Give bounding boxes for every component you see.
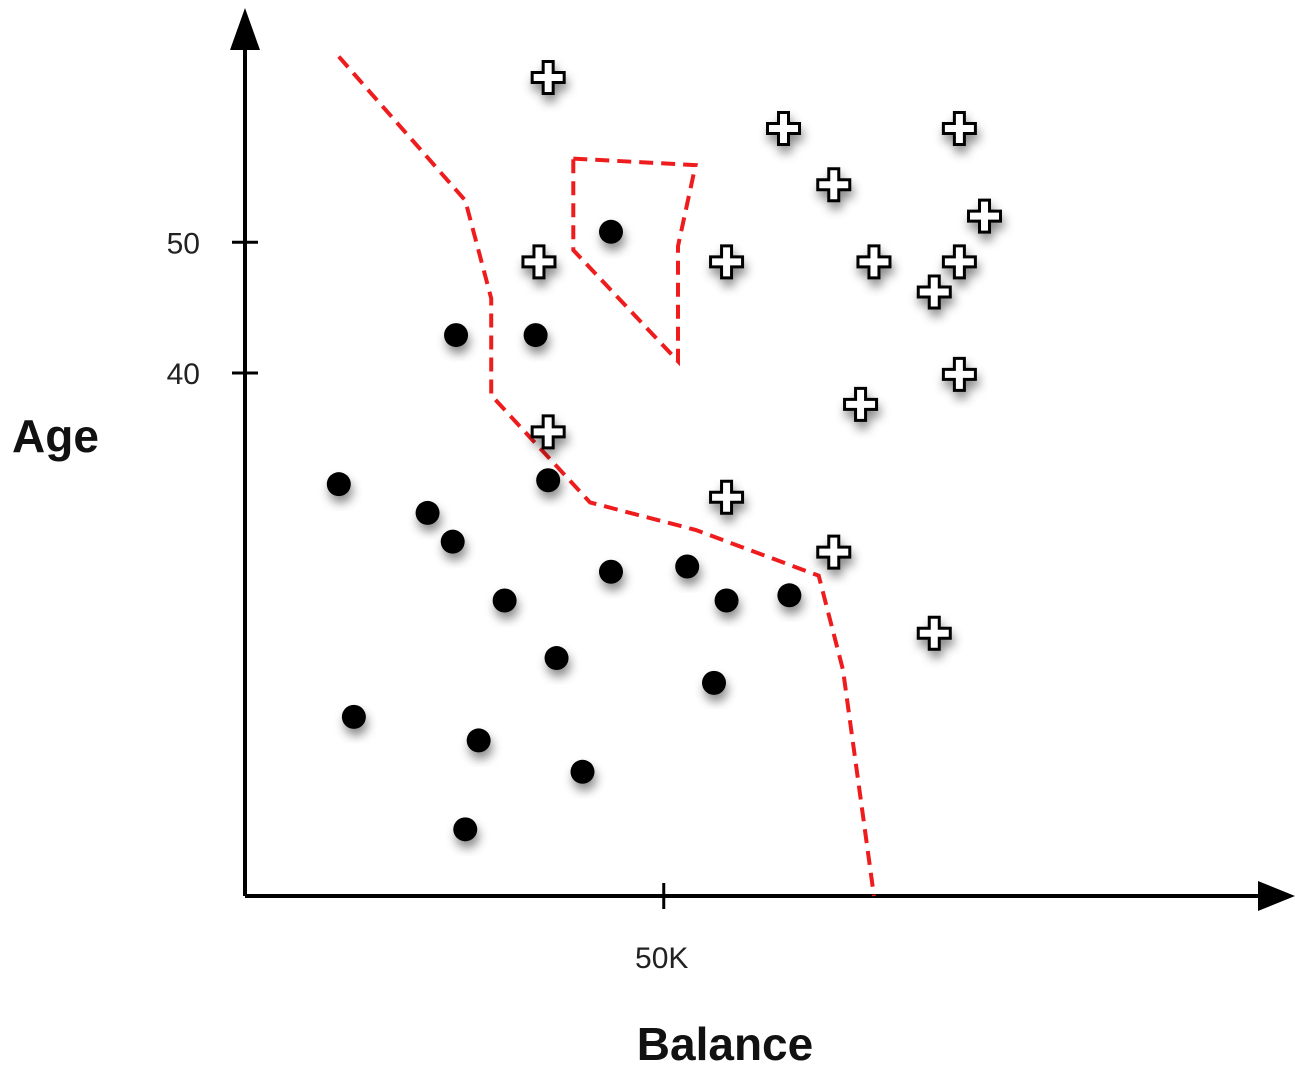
data-point-circle xyxy=(777,583,802,608)
data-marks xyxy=(326,60,1003,842)
data-point-circle xyxy=(675,554,700,579)
data-point-circle xyxy=(341,704,366,729)
x-axis-title: Balance xyxy=(637,1018,813,1065)
data-point-circle xyxy=(440,529,465,554)
data-point-circle xyxy=(444,323,469,348)
data-point-circle xyxy=(544,646,569,671)
data-point-circle xyxy=(598,219,623,244)
data-point-plus xyxy=(843,386,879,422)
data-point-plus xyxy=(941,356,977,392)
data-point-plus xyxy=(816,167,852,203)
data-point-circle xyxy=(523,323,548,348)
annotations xyxy=(337,55,876,897)
data-point-plus xyxy=(709,479,745,515)
data-point-plus xyxy=(916,615,952,651)
data-point-plus xyxy=(766,111,802,147)
data-point-plus xyxy=(521,244,557,280)
data-point-circle xyxy=(536,468,561,493)
data-point-plus xyxy=(709,244,745,280)
y-axis-arrowhead xyxy=(230,8,260,50)
data-point-plus xyxy=(856,244,892,280)
ticks: 40 50 50K xyxy=(167,227,689,975)
decision-boundary-line xyxy=(337,55,876,897)
data-point-plus xyxy=(816,534,852,570)
data-point-circle xyxy=(570,759,595,784)
data-point-circle xyxy=(466,728,491,753)
data-point-plus xyxy=(916,274,952,310)
data-point-circle xyxy=(415,500,440,525)
data-point-circle xyxy=(492,588,517,613)
data-point-circle xyxy=(702,670,726,695)
y-tick-label: 50 xyxy=(167,227,200,260)
data-point-plus xyxy=(941,244,977,280)
data-point-plus xyxy=(530,414,566,450)
x-axis-arrowhead xyxy=(1258,881,1295,911)
x-tick-label: 50K xyxy=(635,942,688,975)
data-point-plus xyxy=(941,111,977,147)
y-tick-label: 40 xyxy=(167,358,200,391)
data-point-circle xyxy=(453,817,478,842)
decision-region-outline xyxy=(571,156,699,367)
y-axis-title: Age xyxy=(12,410,99,462)
data-point-circle xyxy=(714,588,739,613)
data-point-plus xyxy=(530,60,566,96)
data-point-circle xyxy=(326,472,351,497)
axes xyxy=(230,8,1295,911)
data-point-circle xyxy=(598,559,623,584)
data-point-plus xyxy=(967,198,1003,234)
